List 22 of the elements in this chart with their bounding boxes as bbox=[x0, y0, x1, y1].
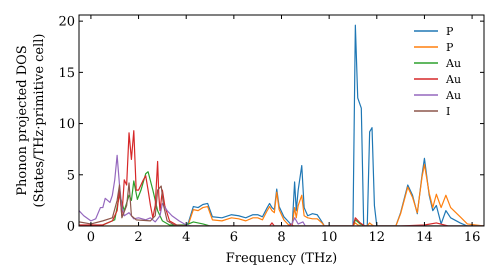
y-tick-label: 20 bbox=[58, 14, 75, 30]
x-tick-label: 10 bbox=[320, 230, 338, 245]
y-tick-label: 15 bbox=[58, 66, 75, 81]
x-tick-label: 0 bbox=[86, 230, 96, 245]
y-tick-label: 0 bbox=[66, 220, 75, 234]
x-tick-label: 4 bbox=[182, 230, 190, 245]
x-tick-label: 2 bbox=[134, 230, 143, 245]
x-tick-label: 16 bbox=[464, 230, 480, 245]
x-axis-title: Frequency (THz) bbox=[226, 251, 338, 266]
legend-label: P bbox=[446, 41, 454, 54]
x-tick-label: 12 bbox=[368, 230, 386, 245]
x-tick-label: 8 bbox=[277, 230, 286, 245]
legend-label: P bbox=[446, 25, 454, 38]
legend-label: I bbox=[446, 105, 450, 118]
legend-label: Au bbox=[445, 57, 462, 70]
y-axis-title: Phonon projected DOS (States/THz·primitive cell) bbox=[15, 33, 47, 208]
legend-label: Au bbox=[445, 89, 462, 102]
x-tick-label: 6 bbox=[230, 230, 238, 245]
x-tick-label: 14 bbox=[416, 230, 433, 245]
legend-label: Au bbox=[445, 73, 462, 86]
y-tick-label: 5 bbox=[66, 168, 75, 184]
y-tick-label: 10 bbox=[58, 117, 75, 132]
